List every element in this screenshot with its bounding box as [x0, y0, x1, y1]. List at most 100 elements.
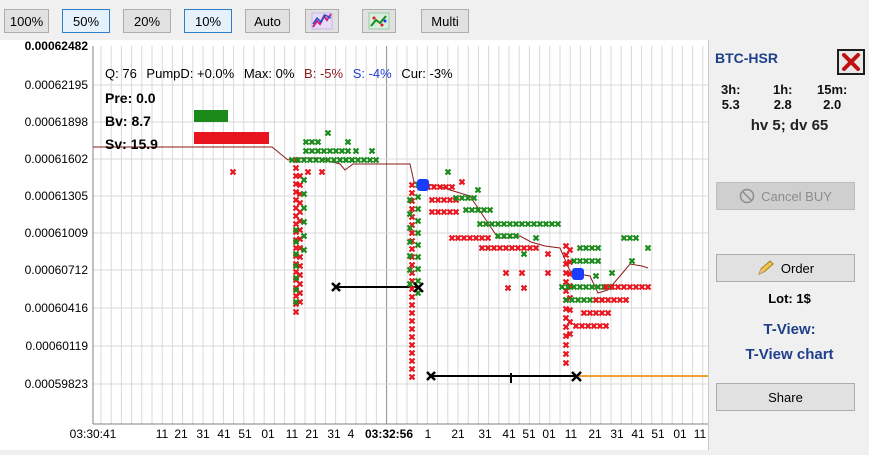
trade-mark	[408, 365, 416, 373]
cancel-icon	[739, 188, 755, 204]
trade-mark	[408, 341, 416, 349]
trade-mark	[454, 234, 462, 242]
trade-mark	[580, 309, 588, 317]
trade-mark	[594, 257, 602, 265]
trade-mark	[500, 232, 508, 240]
trade-mark	[632, 234, 640, 242]
zoom-10-button[interactable]: 10%	[184, 9, 232, 33]
multi-button[interactable]: Multi	[421, 9, 469, 33]
trade-mark	[504, 284, 512, 292]
trade-mark	[572, 322, 580, 330]
trade-mark	[296, 280, 304, 288]
trade-mark	[292, 250, 300, 258]
time-tick-label: 41	[217, 427, 231, 441]
time-tick-label: 03:30:41	[70, 427, 117, 441]
trade-mark	[308, 147, 316, 155]
trade-mark	[318, 168, 326, 176]
trade-mark	[408, 317, 416, 325]
time-tick-label: 11	[565, 427, 578, 441]
trade-mark	[408, 309, 416, 317]
trade-mark	[496, 244, 504, 252]
trade-mark	[570, 257, 578, 265]
top-price-label: 0.00062482	[25, 40, 89, 53]
trade-mark	[292, 180, 300, 188]
share-button[interactable]: Share	[716, 383, 855, 411]
tview-chart-link[interactable]: T-View chart	[745, 346, 834, 363]
trade-mark	[366, 156, 374, 164]
trade-mark	[406, 280, 414, 288]
trade-mark	[644, 283, 652, 291]
trade-mark	[518, 269, 526, 277]
zoom-50-button[interactable]: 50%	[62, 9, 110, 33]
time-tick-label: 01	[542, 427, 556, 441]
scatter-chart-button[interactable]	[362, 9, 396, 33]
trade-mark	[292, 274, 300, 282]
time-axis-labels: 03:30:41 11 21 31 41 51 01 11 21 31 4 03:32:56 1 21 31…	[70, 427, 707, 441]
trade-mark	[292, 164, 300, 172]
trade-mark	[302, 147, 310, 155]
chart-canvas[interactable]: 0.00062482 0.00062195 0.00061898 0.0006160…	[0, 39, 708, 450]
line-chart-icon	[311, 12, 333, 30]
time-tick-label: 11	[156, 427, 169, 441]
trade-mark	[300, 176, 308, 184]
order-button[interactable]: Order	[716, 254, 855, 282]
trade-mark	[414, 205, 422, 213]
trade-mark	[312, 156, 320, 164]
close-button[interactable]	[837, 49, 865, 75]
trade-mark	[292, 238, 300, 246]
trade-mark	[508, 244, 516, 252]
bv-value: Bv: 8.7	[105, 113, 151, 129]
timeframe-15m: 15m: 2.0	[817, 82, 848, 112]
trade-mark	[414, 217, 422, 225]
trade-mark	[414, 193, 422, 201]
trade-mark	[446, 208, 454, 216]
trade-mark	[628, 257, 636, 265]
trade-mark	[582, 244, 590, 252]
line-chart-button[interactable]	[305, 9, 339, 33]
time-tick-label: 01	[673, 427, 687, 441]
sell-marker	[572, 268, 584, 280]
zoom-20-button[interactable]: 20%	[123, 9, 171, 33]
chart-grid	[93, 46, 708, 424]
trade-mark	[408, 205, 416, 213]
trade-mark	[554, 220, 562, 228]
trade-mark	[566, 318, 574, 326]
price-tick-label: 0.00059823	[25, 377, 89, 391]
trade-mark	[300, 204, 308, 212]
time-tick-label: 31	[327, 427, 341, 441]
price-chart[interactable]: 0.00062482 0.00062195 0.00061898 0.0006160…	[0, 39, 708, 450]
trade-mark	[406, 196, 414, 204]
trade-mark	[468, 206, 476, 214]
trade-mark	[562, 350, 570, 358]
trade-mark	[582, 283, 590, 291]
trade-mark	[446, 196, 454, 204]
trade-mark	[452, 194, 460, 202]
trade-mark	[604, 309, 612, 317]
trade-mark	[360, 156, 368, 164]
trade-mark	[324, 156, 332, 164]
zoom-auto-button[interactable]: Auto	[245, 9, 290, 33]
trade-mark	[620, 283, 628, 291]
trade-mark	[338, 147, 346, 155]
cancel-buy-button[interactable]: Cancel BUY	[716, 182, 855, 210]
trade-mark	[408, 229, 416, 237]
trade-mark	[484, 244, 492, 252]
trade-mark	[484, 234, 492, 242]
trade-mark	[326, 147, 334, 155]
trade-mark	[476, 220, 484, 228]
trade-mark	[562, 323, 570, 331]
trade-mark	[408, 181, 416, 189]
buy-volume-bar	[194, 110, 228, 122]
trade-mark	[408, 357, 416, 365]
trade-mark	[414, 277, 422, 285]
trade-mark	[464, 194, 472, 202]
time-tick-label: 21	[174, 427, 188, 441]
zoom-100-button[interactable]: 100%	[4, 9, 49, 33]
trade-mark	[292, 188, 300, 196]
trade-mark	[458, 178, 466, 186]
trade-mark	[296, 217, 304, 225]
time-tick-label: 21	[451, 427, 465, 441]
trade-mark	[440, 208, 448, 216]
trade-mark	[604, 296, 612, 304]
sv-value: Sv: 15.9	[105, 136, 158, 152]
